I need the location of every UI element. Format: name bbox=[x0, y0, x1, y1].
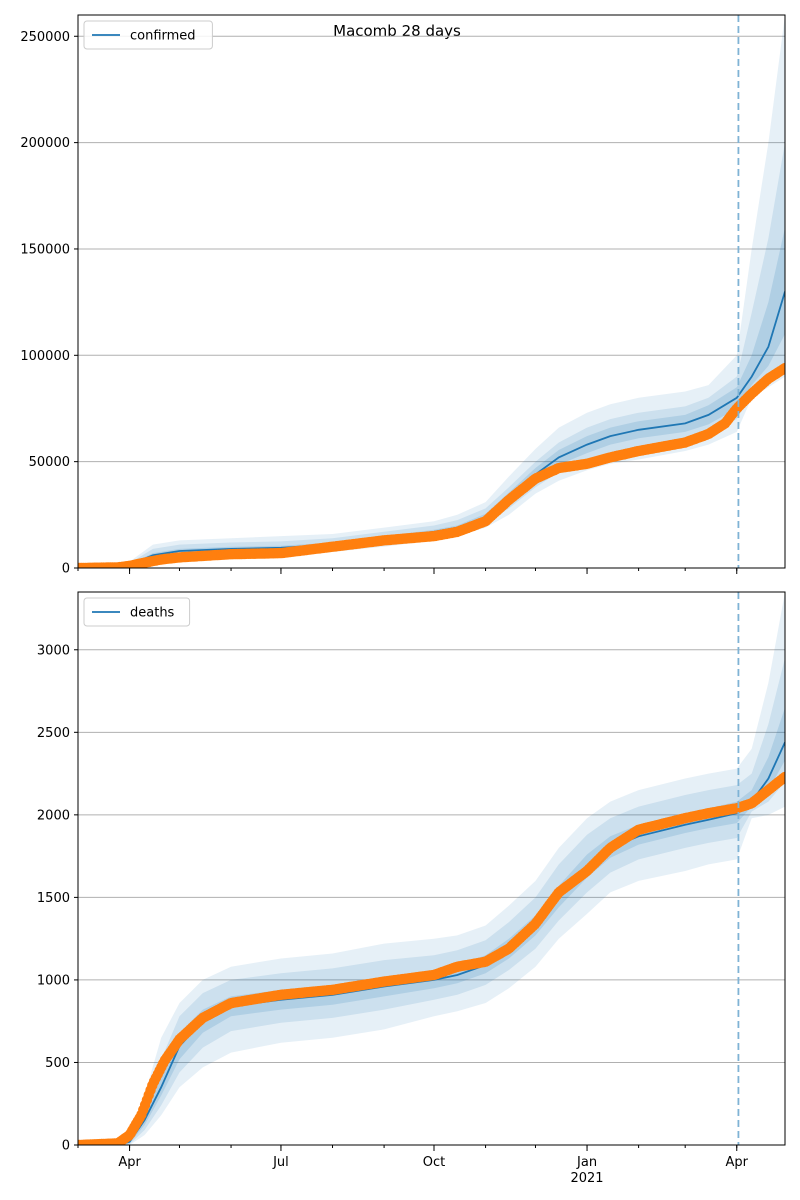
axes-frame bbox=[77, 14, 786, 569]
y-tick-label: 150000 bbox=[20, 242, 70, 257]
x-tick-label: Jul bbox=[272, 1155, 289, 1170]
plot-area bbox=[78, 592, 785, 1145]
legend: confirmed bbox=[83, 20, 213, 50]
observed-point bbox=[779, 771, 785, 783]
uncertainty-band bbox=[78, 658, 785, 1145]
legend-box bbox=[83, 20, 213, 50]
y-tick-label: 0 bbox=[62, 562, 70, 577]
confirmed-panel: 0 50000 100000 150000 200000 250000 confirmed bbox=[20, 14, 786, 577]
y-tick-label: 2000 bbox=[37, 808, 70, 823]
y-tick-label: 3000 bbox=[37, 643, 70, 658]
axes-frame bbox=[77, 591, 786, 1146]
deaths-panel: 0 500 1000 1500 2000 2500 3000 Apr Jul Oct Jan2021… bbox=[37, 591, 786, 1186]
legend-label: deaths bbox=[130, 606, 175, 621]
uncertainty-band bbox=[78, 592, 785, 1145]
legend-box bbox=[83, 597, 191, 627]
series-line-deaths bbox=[78, 741, 785, 1145]
y-tick-label: 500 bbox=[45, 1056, 70, 1071]
x-tick-label: Jan bbox=[576, 1155, 597, 1170]
y-tick-label: 200000 bbox=[20, 136, 70, 151]
x-tick-sublabel: 2021 bbox=[570, 1171, 603, 1186]
y-tick-label: 1500 bbox=[37, 891, 70, 906]
x-tick-label: Apr bbox=[118, 1155, 141, 1170]
legend: deaths bbox=[83, 597, 191, 627]
y-tick-label: 250000 bbox=[20, 30, 70, 45]
y-tick-label: 0 bbox=[62, 1139, 70, 1154]
uncertainty-band bbox=[78, 15, 785, 568]
observed-point bbox=[779, 362, 785, 374]
y-tick-label: 1000 bbox=[37, 973, 70, 988]
legend-label: confirmed bbox=[130, 29, 196, 44]
x-tick-label: Oct bbox=[423, 1155, 445, 1170]
y-tick-label: 2500 bbox=[37, 726, 70, 741]
x-tick-label: Apr bbox=[726, 1155, 749, 1170]
y-tick-label: 100000 bbox=[20, 349, 70, 364]
plot-area bbox=[78, 15, 785, 568]
y-tick-label: 50000 bbox=[29, 455, 70, 470]
figure-title: Macomb 28 days bbox=[333, 22, 461, 40]
